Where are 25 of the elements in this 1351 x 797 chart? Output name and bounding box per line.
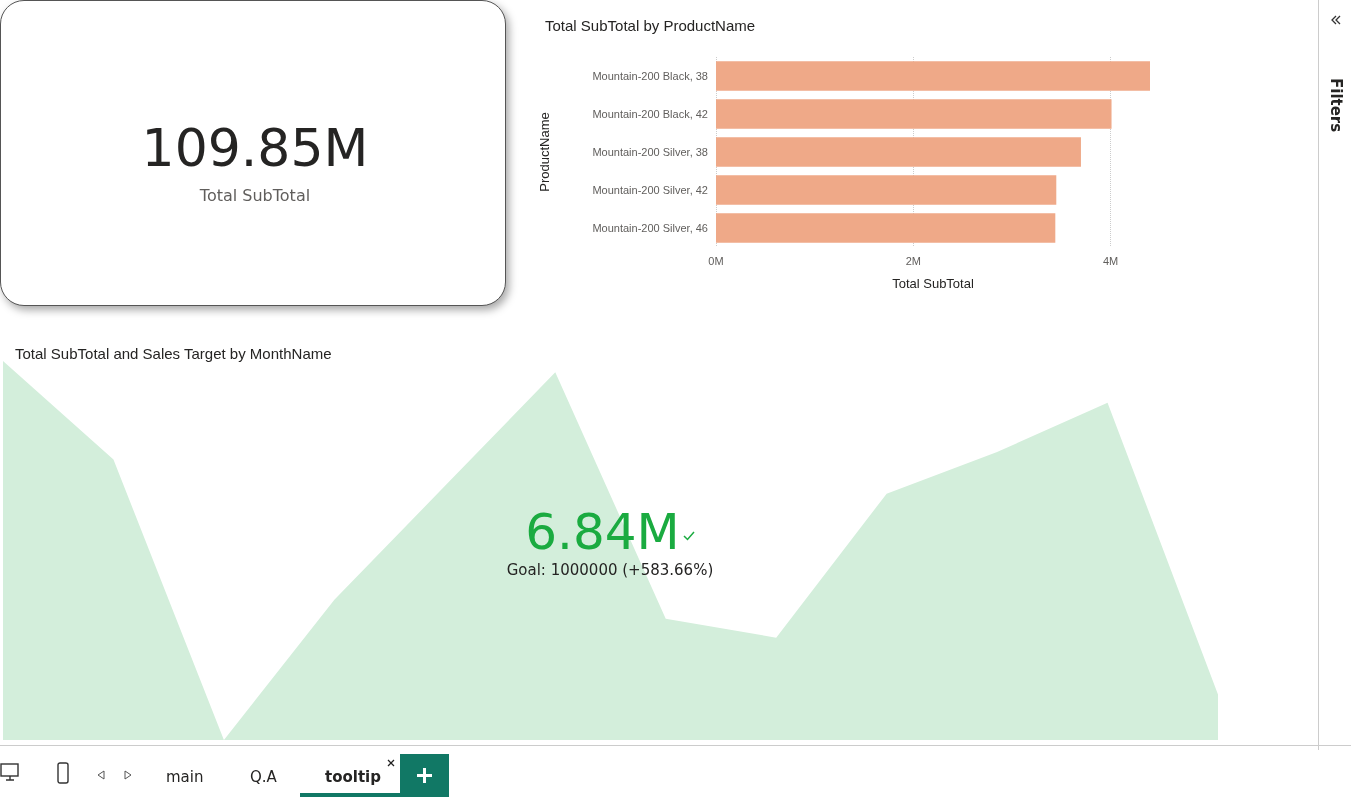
text: Q.A <box>250 768 277 786</box>
annotation: 6.84M <box>525 503 680 561</box>
bar <box>716 175 1057 205</box>
text: main <box>166 768 204 786</box>
annotation: Goal: 1000000 (+583.66%) <box>505 561 715 579</box>
bar <box>716 137 1081 167</box>
text: Filters <box>1327 78 1345 133</box>
x-tick-label: 0M <box>708 254 724 267</box>
text: 109.85M <box>140 118 370 178</box>
chart-title: Total SubTotal and Sales Target by MonthName <box>15 345 332 362</box>
y-tick-label: Mountain-200 Black, 38 <box>592 70 708 82</box>
bar <box>716 99 1112 129</box>
y-tick-label: Mountain-200 Silver, 42 <box>592 184 708 196</box>
y-tick-label: Mountain-200 Silver, 38 <box>592 146 708 158</box>
text: Total SubTotal <box>198 186 312 205</box>
chart-title: Total SubTotal by ProductName <box>545 17 756 34</box>
y-tick-label: Mountain-200 Black, 42 <box>592 108 708 120</box>
x-tick-label: 4M <box>1102 254 1119 267</box>
y-axis-title: ProductName <box>537 112 552 192</box>
bar <box>716 213 1056 243</box>
x-axis-title: Total SubTotal <box>892 276 974 291</box>
text: tooltip <box>325 768 381 786</box>
bar <box>716 61 1150 91</box>
x-tick-label: 2M <box>905 254 921 267</box>
y-tick-label: Mountain-200 Silver, 46 <box>592 222 708 234</box>
